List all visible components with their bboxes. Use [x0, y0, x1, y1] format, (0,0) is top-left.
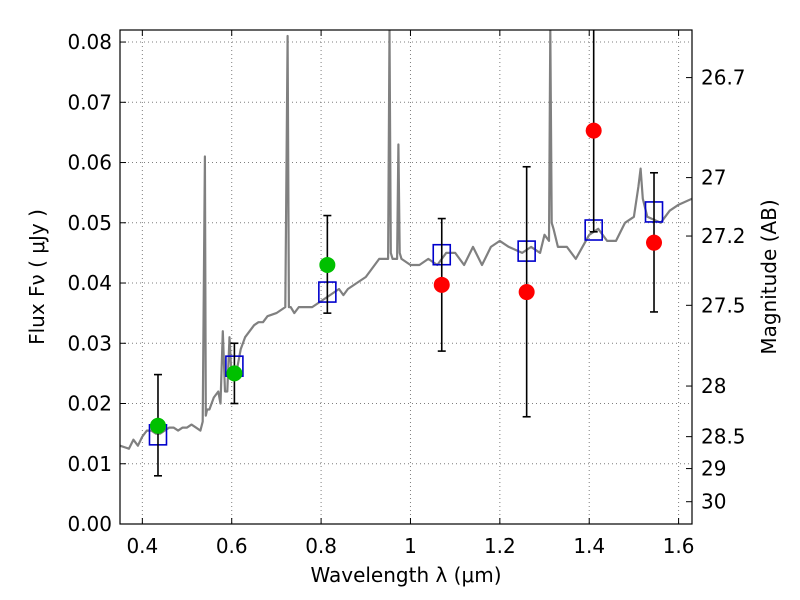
red-data-point	[646, 234, 663, 251]
x-tick-label: 0.4	[126, 534, 158, 558]
y2-tick-label: 26.7	[701, 66, 746, 90]
y-tick-label: 0.08	[67, 30, 112, 54]
x-tick-label: 0.8	[305, 534, 337, 558]
x-tick-label: 1.4	[573, 534, 605, 558]
y2-tick-label: 29	[701, 457, 726, 481]
x-tick-label: 1.6	[663, 534, 695, 558]
x-tick-label: 1	[404, 534, 417, 558]
y-tick-label: 0.00	[67, 512, 112, 536]
x-tick-label: 1.2	[484, 534, 516, 558]
y2-tick-label: 30	[701, 490, 726, 514]
green-data-point	[226, 365, 243, 382]
model-sed-line	[120, 30, 692, 450]
x-tick-label: 0.6	[216, 534, 248, 558]
y-tick-label: 0.07	[67, 90, 112, 114]
x-axis-label: Wavelength λ (μm)	[310, 563, 501, 587]
y2-tick-label: 28.5	[701, 425, 746, 449]
red-data-point	[518, 284, 535, 301]
data-layer	[120, 30, 692, 450]
green-data-point	[149, 417, 166, 434]
y-tick-label: 0.06	[67, 151, 112, 175]
y-tick-label: 0.04	[67, 271, 112, 295]
y2-tick-label: 27.5	[701, 293, 746, 317]
y-tick-label: 0.03	[67, 331, 112, 355]
plot-frame	[119, 29, 693, 525]
tick-layer: 0.4 0.6 0.8 1 1.2 1.4 1.6 0.00 0.01 0.02 0.03 0.04 0…	[67, 30, 746, 558]
y2-tick-label: 27.2	[701, 224, 746, 248]
y2-tick-label: 28	[701, 374, 726, 398]
y-tick-label: 0.01	[67, 452, 112, 476]
y-tick-label: 0.05	[67, 211, 112, 235]
marker-layer	[148, 30, 664, 477]
red-data-point	[585, 122, 602, 139]
y2-axis-label: Magnitude (AB)	[757, 199, 781, 354]
red-data-point	[433, 276, 450, 293]
y-axis-label: Flux Fν ( μJy )	[25, 209, 49, 345]
y-tick-label: 0.02	[67, 392, 112, 416]
green-data-point	[319, 256, 336, 273]
y2-tick-label: 27	[701, 166, 726, 190]
